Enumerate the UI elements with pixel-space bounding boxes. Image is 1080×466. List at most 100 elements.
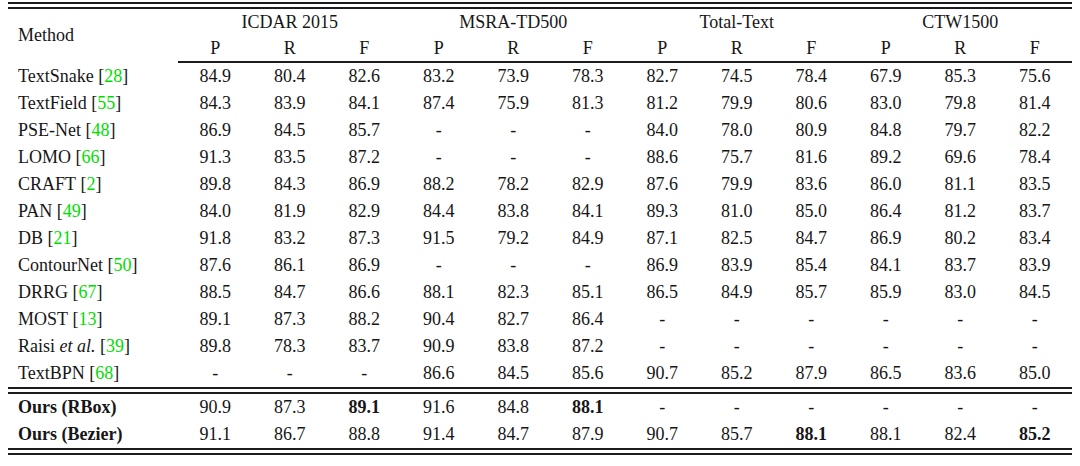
value-cell: 81.0: [700, 198, 775, 225]
cite-bracket-open: [: [76, 174, 87, 194]
value-cell: 85.2: [998, 421, 1073, 452]
value-cell: -: [923, 306, 998, 333]
metric-header-p: P: [849, 35, 924, 62]
comparison-methods-body: TextSnake [28]84.980.482.683.273.978.382…: [8, 62, 1072, 391]
value-cell: 82.6: [327, 62, 402, 90]
method-name: TextBPN: [18, 363, 85, 383]
method-name: TextSnake: [18, 66, 94, 86]
value-cell: 84.9: [551, 225, 626, 252]
value-cell: 85.7: [774, 279, 849, 306]
method-column-header: Method: [8, 6, 178, 63]
dataset-header-icdar2015: ICDAR 2015: [178, 6, 402, 36]
value-cell: 84.3: [253, 171, 328, 198]
value-cell: 85.7: [700, 421, 775, 452]
value-cell: 87.1: [625, 225, 700, 252]
value-cell: 84.7: [253, 279, 328, 306]
metric-header-r: R: [923, 35, 998, 62]
citation-link[interactable]: 2: [87, 174, 96, 194]
value-cell: 86.1: [253, 252, 328, 279]
citation-link[interactable]: 13: [79, 309, 97, 329]
value-cell: 83.7: [923, 252, 998, 279]
value-cell: 87.9: [774, 360, 849, 391]
metric-header-p: P: [178, 35, 253, 62]
value-cell: -: [551, 117, 626, 144]
citation-link[interactable]: 68: [95, 363, 113, 383]
value-cell: -: [327, 360, 402, 391]
citation-link[interactable]: 28: [104, 66, 122, 86]
value-cell: 91.5: [402, 225, 477, 252]
method-name: Raisi: [18, 336, 55, 356]
value-cell: 82.9: [551, 171, 626, 198]
cite-bracket-open: [: [71, 147, 82, 167]
citation-link[interactable]: 39: [106, 336, 124, 356]
metric-header-p: P: [402, 35, 477, 62]
citation-link[interactable]: 50: [114, 255, 132, 275]
method-name: Ours (RBox): [18, 397, 117, 417]
value-cell: 89.3: [625, 198, 700, 225]
value-cell: 84.5: [253, 117, 328, 144]
value-cell: -: [625, 333, 700, 360]
citation-link[interactable]: 49: [63, 201, 81, 221]
value-cell: -: [923, 333, 998, 360]
value-cell: 88.1: [774, 421, 849, 452]
citation-link[interactable]: 21: [54, 228, 72, 248]
method-name: PSE-Net: [18, 120, 81, 140]
value-cell: 82.2: [998, 117, 1073, 144]
value-cell: 80.9: [774, 117, 849, 144]
value-cell: 89.8: [178, 171, 253, 198]
method-name: DB: [18, 228, 43, 248]
value-cell: 86.9: [327, 252, 402, 279]
value-cell: -: [476, 117, 551, 144]
paper-table-container: Method ICDAR 2015 MSRA-TD500 Total-Text …: [0, 2, 1080, 455]
value-cell: 81.1: [923, 171, 998, 198]
citation-link[interactable]: 66: [82, 147, 100, 167]
value-cell: 83.8: [476, 198, 551, 225]
value-cell: 89.1: [327, 391, 402, 422]
value-cell: -: [774, 391, 849, 422]
value-cell: 88.1: [402, 279, 477, 306]
value-cell: 78.3: [253, 333, 328, 360]
value-cell: 83.9: [253, 90, 328, 117]
value-cell: 88.8: [327, 421, 402, 452]
cite-bracket-open: [: [94, 66, 105, 86]
value-cell: 91.8: [178, 225, 253, 252]
value-cell: 83.9: [998, 252, 1073, 279]
cite-bracket-close: ]: [115, 93, 121, 113]
method-cell: PSE-Net [48]: [8, 117, 178, 144]
metric-header-p: P: [625, 35, 700, 62]
table-row: Raisi et al. [39]89.878.383.790.983.887.…: [8, 333, 1072, 360]
value-cell: 87.6: [625, 171, 700, 198]
value-cell: 81.2: [923, 198, 998, 225]
value-cell: 83.0: [923, 279, 998, 306]
value-cell: 86.5: [849, 360, 924, 391]
method-name: MOST: [18, 309, 68, 329]
value-cell: 81.3: [551, 90, 626, 117]
value-cell: 84.0: [178, 198, 253, 225]
value-cell: 83.4: [998, 225, 1073, 252]
method-name: CRAFT: [18, 174, 76, 194]
method-cell: TextSnake [28]: [8, 62, 178, 90]
table-row: LOMO [66]91.383.587.2---88.675.781.689.2…: [8, 144, 1072, 171]
value-cell: 78.4: [774, 62, 849, 90]
cite-bracket-open: [: [87, 93, 98, 113]
value-cell: 78.2: [476, 171, 551, 198]
citation-link[interactable]: 67: [79, 282, 97, 302]
value-cell: 86.6: [327, 279, 402, 306]
citation-link[interactable]: 48: [92, 120, 110, 140]
table-row: DRRG [67]88.584.786.688.182.385.186.584.…: [8, 279, 1072, 306]
ours-methods-body: Ours (RBox)90.987.389.191.684.888.1-----…: [8, 391, 1072, 452]
value-cell: 84.5: [476, 360, 551, 391]
value-cell: 86.9: [849, 225, 924, 252]
citation-link[interactable]: 55: [97, 93, 115, 113]
dataset-header-msra-td500: MSRA-TD500: [402, 6, 626, 36]
value-cell: 88.2: [402, 171, 477, 198]
value-cell: 88.1: [849, 421, 924, 452]
cite-bracket-close: ]: [100, 147, 106, 167]
value-cell: -: [178, 360, 253, 391]
value-cell: 87.3: [253, 391, 328, 422]
method-cell: DB [21]: [8, 225, 178, 252]
value-cell: 78.0: [700, 117, 775, 144]
value-cell: 89.8: [178, 333, 253, 360]
cite-bracket-close: ]: [122, 66, 128, 86]
value-cell: 86.9: [327, 171, 402, 198]
